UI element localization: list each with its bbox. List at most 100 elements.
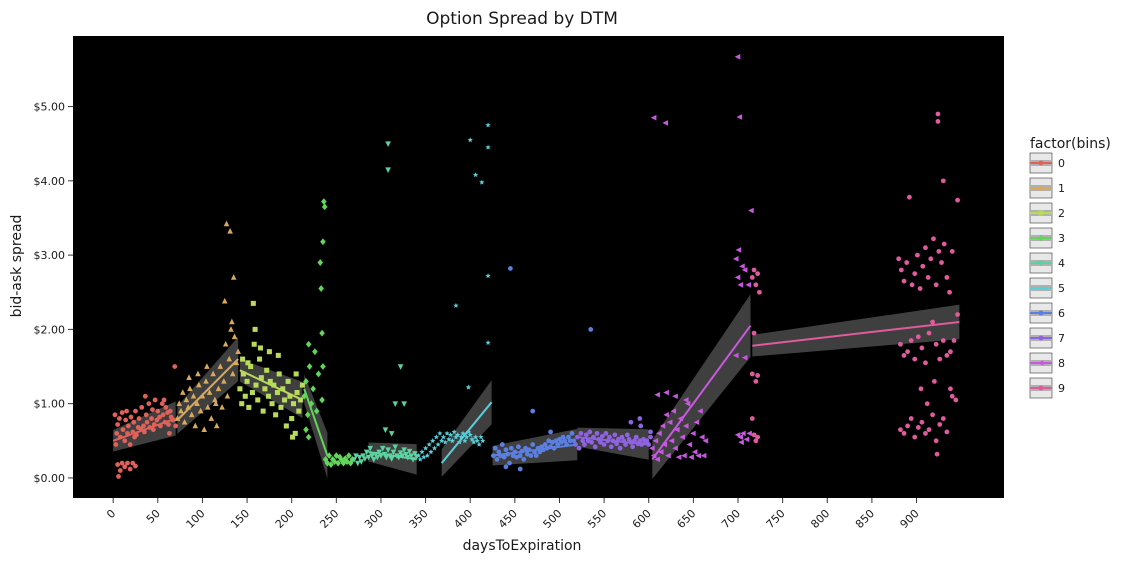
data-point-0 — [127, 442, 133, 447]
data-point-1 — [203, 378, 209, 384]
legend-marker-2 — [1038, 210, 1044, 216]
x-tick-label: 50 — [144, 507, 163, 526]
data-point-8 — [735, 247, 742, 253]
x-tick-label: 150 — [228, 507, 252, 531]
data-point-4 — [408, 453, 415, 459]
data-point-0 — [155, 408, 161, 414]
data-point-5 — [485, 273, 491, 279]
data-point-7 — [592, 444, 598, 450]
data-point-2 — [283, 423, 289, 429]
data-point-2 — [253, 382, 259, 388]
data-point-7 — [637, 416, 643, 421]
legend-item-6: 6 — [1029, 302, 1065, 324]
data-point-5 — [430, 438, 436, 444]
data-point-2 — [289, 416, 295, 422]
data-point-5 — [431, 445, 438, 451]
data-point-6 — [537, 449, 543, 455]
data-point-8 — [702, 438, 709, 444]
data-point-3 — [305, 340, 312, 348]
data-point-6 — [501, 454, 507, 460]
data-point-4 — [367, 445, 374, 452]
data-point-7 — [598, 439, 603, 445]
data-point-8 — [737, 282, 743, 288]
data-point-4 — [374, 454, 381, 461]
data-point-3 — [326, 452, 332, 460]
data-point-1 — [187, 385, 193, 392]
data-point-9 — [749, 371, 755, 377]
data-point-4 — [388, 456, 395, 462]
data-point-9 — [751, 432, 757, 438]
data-point-4 — [358, 459, 365, 465]
data-point-0 — [128, 414, 134, 420]
data-point-0 — [167, 408, 173, 414]
data-point-9 — [934, 451, 940, 457]
data-point-1 — [188, 411, 195, 418]
x-tick-label: 650 — [674, 507, 698, 531]
legend-item-2: 2 — [1029, 202, 1065, 224]
data-point-0 — [149, 416, 154, 421]
data-point-1 — [229, 318, 235, 325]
data-point-9 — [749, 274, 755, 280]
data-point-5 — [446, 436, 452, 442]
data-point-2 — [257, 345, 263, 351]
data-point-9 — [751, 330, 757, 336]
data-point-8 — [686, 441, 693, 448]
data-point-0 — [123, 417, 129, 423]
legend-item-4: 4 — [1029, 252, 1065, 274]
legend-marker-6 — [1038, 310, 1044, 316]
data-point-6 — [560, 434, 566, 440]
data-point-7 — [619, 434, 625, 440]
data-point-8 — [734, 53, 741, 60]
data-point-4 — [403, 451, 409, 458]
data-point-3 — [310, 385, 316, 393]
data-point-9 — [920, 263, 926, 269]
x-axis-ticks: 0 50 100 150 200 250 300 350 400 450 500 550 600 650 7… — [104, 498, 922, 531]
data-point-8 — [663, 412, 669, 418]
x-tick-label: 0 — [104, 507, 118, 521]
confidence-band-9 — [752, 304, 960, 357]
x-tick-label: 700 — [719, 507, 743, 531]
data-point-3 — [320, 363, 326, 370]
data-point-6 — [530, 442, 536, 447]
data-point-5 — [435, 441, 441, 447]
data-point-1 — [208, 415, 215, 421]
data-point-5 — [485, 144, 491, 150]
data-point-5 — [465, 384, 472, 390]
data-point-5 — [474, 438, 481, 444]
x-tick-label: 600 — [630, 507, 654, 531]
legend-item-1: 1 — [1029, 177, 1065, 199]
data-point-1 — [215, 385, 222, 392]
data-point-9 — [898, 427, 903, 433]
x-tick-label: 550 — [585, 507, 609, 531]
data-point-7 — [648, 429, 653, 435]
data-point-5 — [426, 441, 432, 447]
data-point-8 — [740, 430, 746, 437]
data-point-8 — [737, 434, 743, 440]
data-point-5 — [428, 449, 434, 455]
data-point-2 — [282, 397, 288, 403]
data-point-8 — [739, 263, 745, 270]
data-point-8 — [672, 393, 678, 400]
data-point-8 — [682, 423, 689, 429]
data-point-2 — [267, 378, 273, 384]
legend-item-3: 3 — [1029, 227, 1065, 249]
data-point-4 — [399, 453, 406, 459]
data-point-6 — [548, 429, 553, 435]
confidence-band-5 — [441, 380, 492, 477]
data-points — [112, 53, 960, 479]
data-point-1 — [213, 400, 219, 406]
data-point-0 — [117, 416, 122, 421]
confidence-band-3 — [304, 374, 328, 479]
data-point-2 — [269, 401, 275, 407]
data-point-2 — [271, 382, 277, 388]
legend-marker-7 — [1038, 335, 1044, 341]
data-point-2 — [265, 393, 272, 399]
data-point-5 — [437, 430, 443, 436]
data-point-4 — [412, 451, 418, 457]
data-point-3 — [315, 370, 322, 378]
data-point-1 — [183, 396, 190, 403]
data-point-4 — [388, 431, 395, 437]
trend-line-6 — [492, 443, 578, 457]
data-point-2 — [273, 412, 279, 418]
data-point-8 — [649, 445, 655, 452]
